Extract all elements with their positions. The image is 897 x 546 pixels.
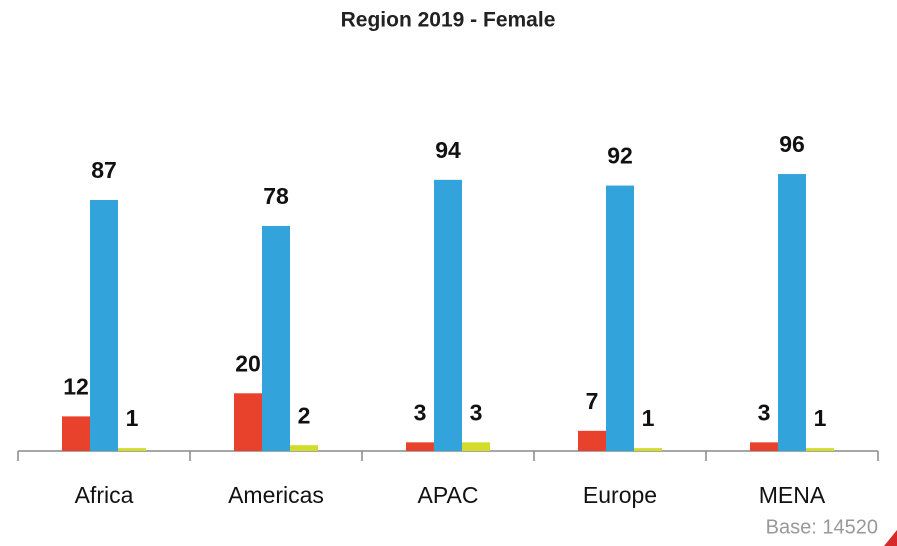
data-label: 2	[298, 402, 311, 428]
bar	[234, 393, 262, 451]
bar	[290, 445, 318, 451]
data-label: 3	[414, 399, 427, 425]
corner-mark	[884, 530, 897, 546]
data-label: 92	[607, 143, 633, 169]
x-tick-label: Europe	[583, 482, 657, 508]
base-note: Base: 14520	[766, 516, 878, 538]
bar	[806, 448, 834, 451]
data-label: 20	[235, 350, 261, 376]
data-label: 12	[63, 373, 89, 399]
bar	[118, 448, 146, 451]
bar	[434, 179, 462, 451]
data-label: 78	[263, 183, 289, 209]
data-label: 96	[779, 131, 805, 157]
bar	[634, 448, 662, 451]
x-tick-label: MENA	[759, 482, 826, 508]
bar	[62, 416, 90, 451]
bar	[750, 442, 778, 451]
data-label: 3	[470, 399, 483, 425]
x-tick-label: Americas	[228, 482, 324, 508]
bar	[606, 185, 634, 451]
bar	[578, 430, 606, 451]
data-label: 94	[435, 137, 461, 163]
data-label: 1	[642, 405, 655, 431]
chart-title: Region 2019 - Female	[341, 9, 556, 32]
data-label: 1	[814, 405, 827, 431]
x-tick-label: Africa	[75, 482, 134, 508]
bar	[262, 225, 290, 451]
data-label: 7	[586, 388, 599, 414]
bar	[90, 200, 118, 451]
bar	[462, 442, 490, 451]
data-label: 87	[91, 157, 117, 183]
data-label: 3	[758, 399, 771, 425]
bar	[406, 442, 434, 451]
data-label: 1	[126, 405, 139, 431]
bar	[778, 174, 806, 452]
x-tick-label: APAC	[418, 482, 479, 508]
